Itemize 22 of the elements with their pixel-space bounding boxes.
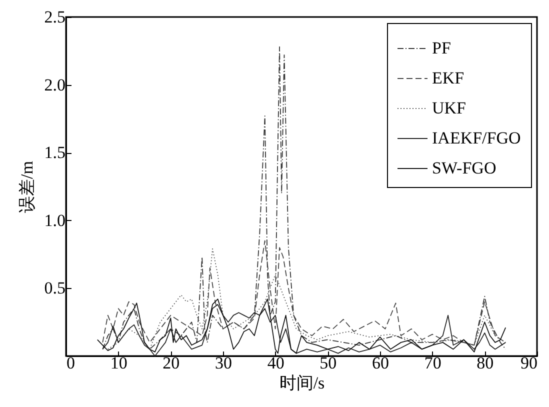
legend-label: UKF — [432, 98, 466, 118]
x-tick-label: 30 — [215, 354, 232, 372]
y-tick-label: 2.5 — [44, 8, 66, 26]
y-tick-label: 0.5 — [44, 278, 66, 298]
x-tick-label: 20 — [162, 354, 180, 372]
y-tick-label: 2.0 — [44, 75, 66, 94]
y-tick-label: 1.0 — [44, 210, 66, 230]
legend-label: IAEKF/FGO — [432, 128, 521, 148]
x-axis-title: 时间/s — [279, 374, 325, 392]
x-tick-label: 60 — [372, 354, 389, 372]
x-tick-label: 10 — [110, 354, 128, 372]
x-tick-label: 70 — [424, 354, 442, 372]
legend-label: EKF — [432, 68, 464, 88]
x-tick-label: 90 — [520, 354, 538, 372]
x-tick-label: 50 — [320, 354, 337, 372]
x-tick-label: 40 — [267, 354, 284, 372]
x-tick-label: 80 — [476, 354, 494, 372]
y-tick-label: 1.5 — [44, 143, 66, 162]
x-tick-label: 0 — [66, 354, 75, 372]
legend-label: PF — [432, 38, 451, 58]
legend-label: SW-FGO — [432, 158, 496, 178]
y-axis-title: 误差/m — [17, 161, 36, 213]
